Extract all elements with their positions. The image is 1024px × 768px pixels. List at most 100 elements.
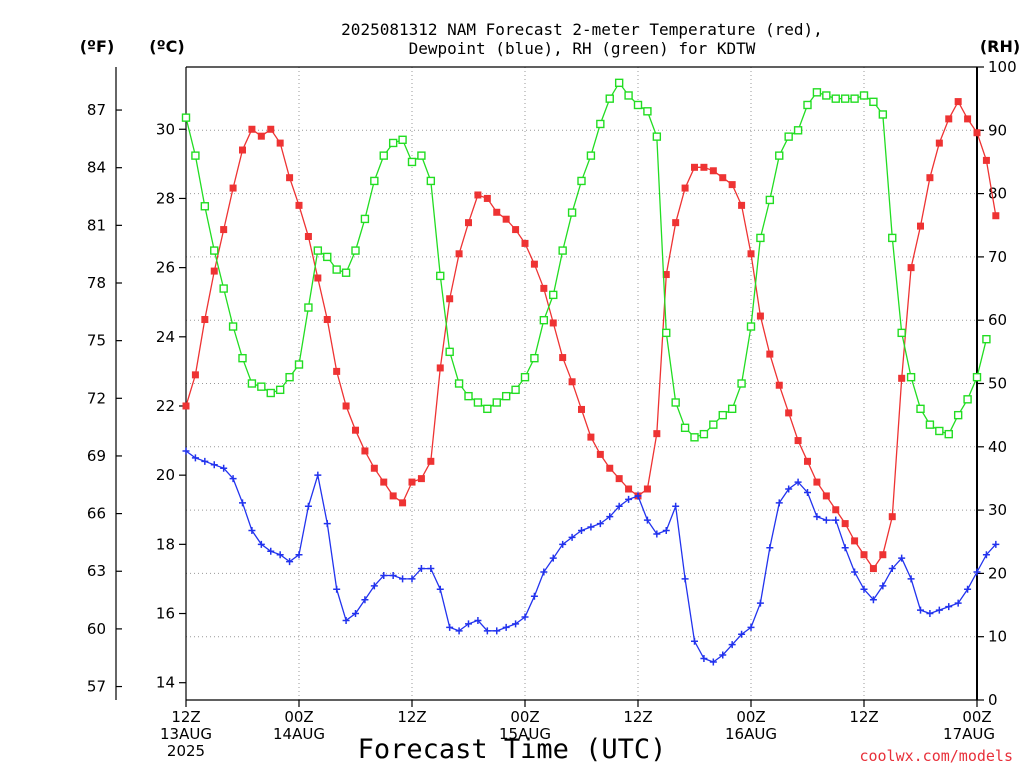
rh-point [332, 265, 341, 274]
data-series [181, 78, 1000, 666]
dewpoint-point [446, 623, 454, 631]
dewpoint-point [286, 558, 294, 566]
temperature-point [945, 115, 953, 123]
dewpoint-point [653, 530, 661, 538]
temperature-point [888, 513, 896, 521]
dewpoint-point [926, 610, 934, 618]
rh-point [200, 202, 210, 211]
temperature-point [992, 212, 1000, 220]
rh-point [718, 410, 727, 420]
rh-point [727, 404, 737, 414]
dewpoint-point [813, 513, 821, 521]
temperature-point [898, 374, 906, 382]
fahrenheit-tick-label: 63 [87, 562, 106, 580]
rh-line [185, 81, 988, 439]
temperature-point [587, 433, 595, 441]
dewpoint-point [700, 654, 708, 662]
rh-point [539, 316, 549, 325]
series-rh [181, 78, 991, 442]
temperature-point [314, 274, 322, 282]
dewpoint-point [964, 585, 972, 593]
dewpoint-point [869, 596, 877, 604]
dewpoint-point [615, 502, 623, 510]
temperature-point [869, 565, 877, 573]
dewpoint-point [530, 592, 538, 600]
temperature-point [323, 316, 331, 324]
dewpoint-point [276, 551, 284, 559]
rh-point [596, 119, 605, 129]
rh-point [793, 126, 803, 135]
dewpoint-point [691, 637, 698, 645]
dewpoint-point [954, 599, 962, 607]
temperature-point [813, 478, 821, 486]
rh-point [313, 246, 323, 255]
temperature-point [691, 163, 698, 171]
temperature-point [954, 98, 962, 106]
temperature-line [185, 100, 997, 570]
dewpoint-point [493, 627, 501, 635]
rh-point [652, 132, 662, 141]
rh-unit-label: (RH) [980, 37, 1020, 56]
rh-point [953, 410, 963, 420]
dewpoint-point [587, 523, 595, 531]
rh-point [219, 284, 228, 293]
dewpoint-point [643, 516, 651, 524]
temperature-point [662, 271, 670, 279]
temperature-point [596, 450, 604, 458]
dewpoint-point [512, 620, 520, 628]
dewpoint-point [427, 565, 435, 573]
dewpoint-point [662, 527, 670, 535]
time-tick-label: 00Z [510, 708, 539, 726]
rh-point [662, 328, 671, 338]
rh-point [680, 423, 690, 433]
temperature-point [474, 191, 482, 199]
rh-point [831, 94, 840, 103]
temperature-point [370, 464, 378, 472]
dewpoint-point [606, 513, 614, 521]
fahrenheit-axis-ticks: 57 60 63 66 69 72 75 78 81 84 87 [87, 101, 122, 696]
rh-point [266, 388, 275, 398]
fahrenheit-tick-label: 60 [87, 620, 106, 638]
celsius-tick-label: 28 [156, 189, 175, 207]
temperature-point [775, 381, 783, 389]
temperature-point [756, 312, 764, 320]
dewpoint-point [229, 475, 237, 483]
temperature-point [973, 129, 981, 137]
temperature-point [493, 208, 501, 216]
temperature-point [380, 478, 388, 486]
rh-point [511, 385, 520, 395]
grid-lines [186, 67, 977, 700]
dewpoint-point [521, 613, 529, 621]
rh-tick-label: 70 [988, 248, 1007, 266]
dewpoint-point [380, 571, 388, 579]
rh-point [388, 138, 398, 148]
temperature-point [926, 174, 934, 182]
dewpoint-point [794, 478, 802, 486]
dewpoint-point [465, 620, 472, 628]
dewpoint-point [389, 571, 397, 579]
rh-point [888, 233, 897, 243]
time-tick-label: 2025 [167, 742, 205, 760]
rh-point [464, 391, 473, 401]
dewpoint-point [851, 568, 859, 576]
rh-point [878, 110, 888, 119]
dewpoint-point [361, 596, 369, 604]
time-tick-label: 00Z [962, 708, 991, 726]
rh-point [558, 246, 567, 255]
rh-point [756, 233, 765, 243]
temperature-point [540, 284, 548, 292]
temperature-point [804, 457, 811, 465]
dewpoint-point [182, 447, 190, 455]
rh-tick-label: 30 [988, 501, 1007, 519]
credit-text: coolwx.com/models [859, 747, 1013, 765]
temperature-point [785, 409, 793, 417]
temperature-point [389, 492, 397, 500]
rh-point [605, 94, 614, 103]
rh-point [398, 135, 407, 144]
time-tick-label: 12Z [397, 708, 426, 726]
temperature-point [738, 201, 746, 209]
dewpoint-point [568, 533, 576, 541]
rh-point [935, 426, 944, 436]
dewpoint-point [248, 527, 256, 535]
